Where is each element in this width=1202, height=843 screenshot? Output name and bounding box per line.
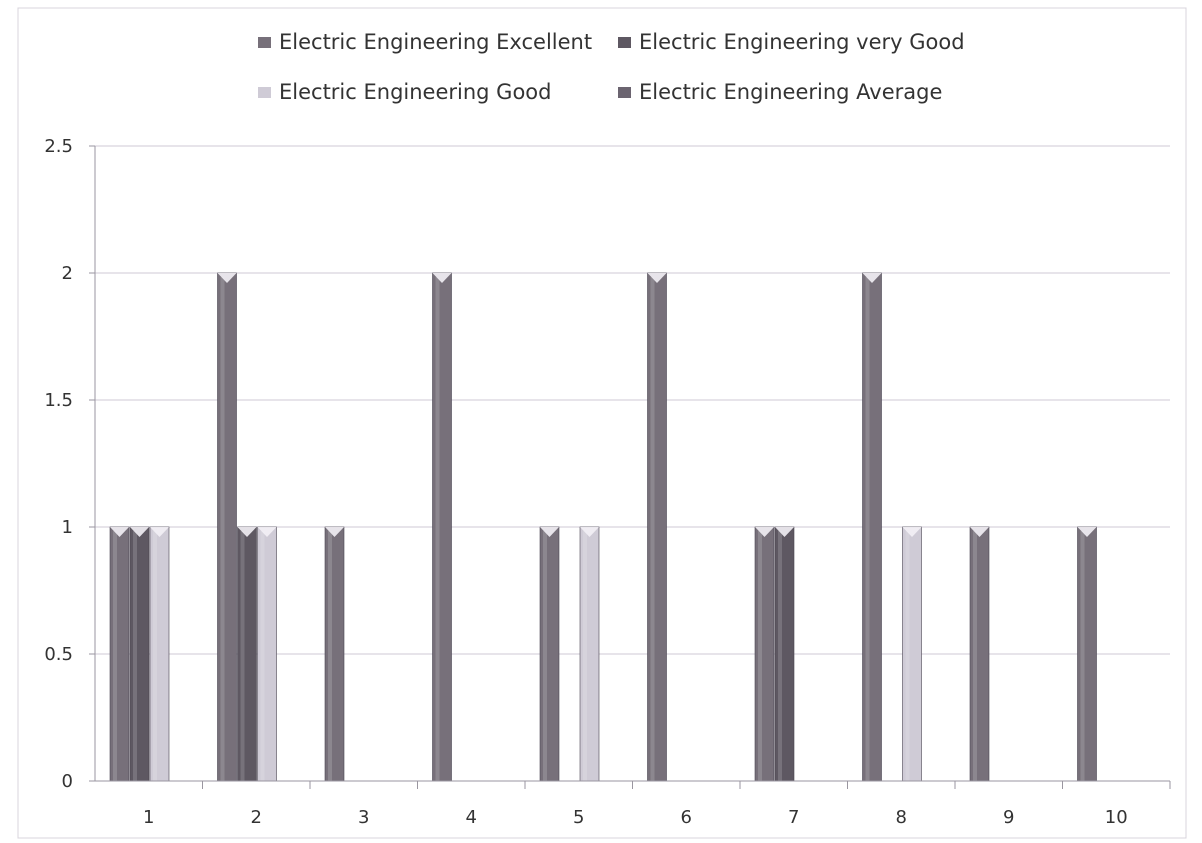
bar-highlight bbox=[240, 531, 245, 781]
legend-item-excellent: Electric Engineering Excellent bbox=[258, 30, 592, 54]
y-tick-label: 2.5 bbox=[44, 136, 73, 157]
bar-cap bbox=[862, 273, 882, 283]
x-tick-label: 9 bbox=[1003, 807, 1014, 828]
x-tick-label: 10 bbox=[1105, 807, 1128, 828]
bar-highlight bbox=[865, 277, 870, 781]
legend-label: Electric Engineering Good bbox=[279, 80, 552, 104]
bar-highlight bbox=[543, 531, 547, 781]
bar-cap bbox=[257, 527, 277, 537]
bar-cap bbox=[237, 527, 257, 537]
bar-cap bbox=[540, 527, 559, 537]
bar bbox=[774, 526, 795, 782]
bar bbox=[217, 272, 237, 782]
bar bbox=[129, 526, 150, 782]
x-tick-label: 4 bbox=[466, 807, 477, 828]
bar-highlight bbox=[133, 531, 137, 781]
bar bbox=[149, 526, 170, 782]
bar-highlight bbox=[650, 277, 655, 781]
bar bbox=[539, 526, 560, 782]
bar-cap bbox=[580, 527, 599, 537]
bar-cap bbox=[647, 273, 667, 283]
x-tick-label: 3 bbox=[358, 807, 369, 828]
x-tick-label: 7 bbox=[788, 807, 799, 828]
bar-cap bbox=[775, 527, 794, 537]
bar-highlight bbox=[260, 531, 265, 781]
chart-border bbox=[17, 7, 1187, 839]
legend-item-good: Electric Engineering Good bbox=[258, 80, 551, 104]
bar bbox=[1077, 526, 1097, 782]
bar-highlight bbox=[758, 531, 762, 781]
bar bbox=[432, 272, 452, 782]
bar-cap bbox=[755, 527, 774, 537]
bar-highlight bbox=[583, 531, 587, 781]
bar bbox=[902, 526, 922, 782]
x-tick-label: 6 bbox=[681, 807, 692, 828]
legend-swatch bbox=[258, 86, 271, 98]
legend-swatch bbox=[618, 36, 631, 48]
x-tick-label: 1 bbox=[143, 807, 154, 828]
bar-cap bbox=[902, 527, 922, 537]
bar bbox=[324, 526, 345, 782]
bar-cap bbox=[1077, 527, 1097, 537]
y-tick-label: 0.5 bbox=[44, 644, 73, 665]
legend-item-average: Electric Engineering Average bbox=[618, 80, 942, 104]
legend-item-very-good: Electric Engineering very Good bbox=[618, 30, 965, 54]
legend-label: Electric Engineering very Good bbox=[639, 30, 965, 54]
x-tick-label: 5 bbox=[573, 807, 584, 828]
bar-highlight bbox=[328, 531, 332, 781]
bar bbox=[237, 526, 257, 782]
bar bbox=[647, 272, 667, 782]
bar-cap bbox=[325, 527, 344, 537]
bar-cap bbox=[150, 527, 169, 537]
legend-label: Electric Engineering Excellent bbox=[279, 30, 593, 54]
bar-highlight bbox=[113, 531, 117, 781]
bar-cap bbox=[130, 527, 149, 537]
x-tick-label: 8 bbox=[896, 807, 907, 828]
bar bbox=[862, 272, 882, 782]
bar bbox=[109, 526, 130, 782]
legend-label: Electric Engineering Average bbox=[639, 80, 943, 104]
x-tick-label: 2 bbox=[251, 807, 262, 828]
legend-swatch bbox=[618, 86, 631, 98]
bar-highlight bbox=[905, 531, 910, 781]
bar bbox=[579, 526, 600, 782]
bar-cap bbox=[110, 527, 129, 537]
bar-highlight bbox=[778, 531, 782, 781]
y-tick-label: 1.5 bbox=[44, 390, 73, 411]
y-tick-label: 1 bbox=[62, 517, 73, 538]
bar-cap bbox=[217, 273, 237, 283]
bar-highlight bbox=[220, 277, 225, 781]
bar-highlight bbox=[153, 531, 157, 781]
bar-highlight bbox=[1080, 531, 1085, 781]
y-tick-label: 2 bbox=[62, 263, 73, 284]
bar bbox=[754, 526, 775, 782]
bar bbox=[969, 526, 990, 782]
bar-highlight bbox=[973, 531, 977, 781]
bar-highlight bbox=[435, 277, 440, 781]
y-tick-label: 0 bbox=[62, 771, 73, 792]
bar bbox=[257, 526, 277, 782]
bar-cap bbox=[970, 527, 989, 537]
bar-cap bbox=[432, 273, 452, 283]
legend-swatch bbox=[258, 36, 271, 48]
